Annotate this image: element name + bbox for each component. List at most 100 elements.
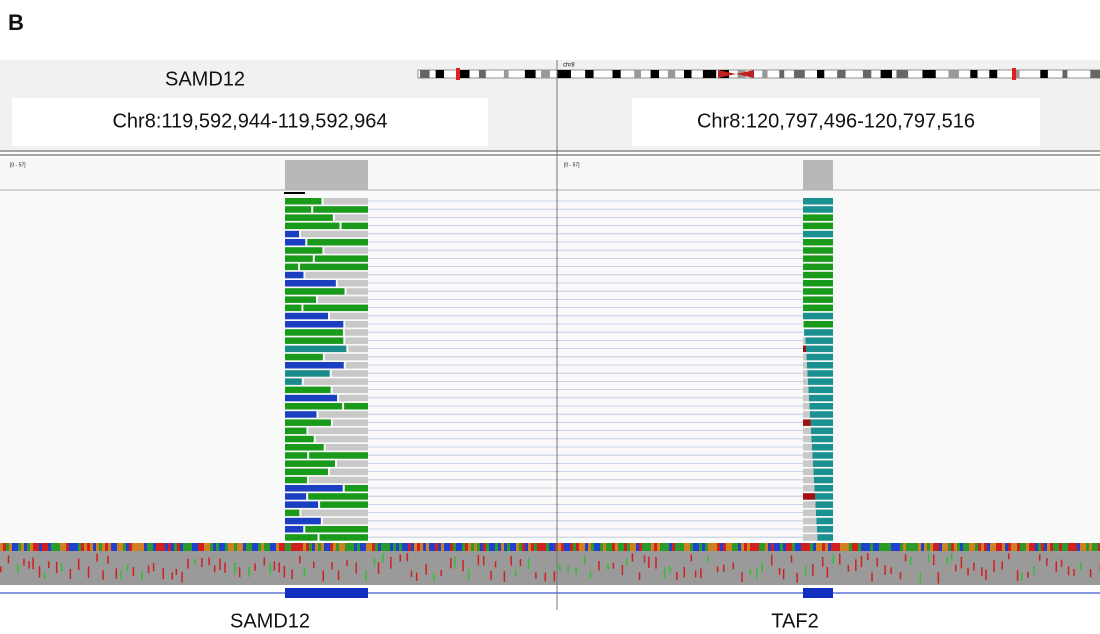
base <box>510 543 513 551</box>
base <box>1029 543 1032 551</box>
base <box>744 543 747 551</box>
base <box>1038 543 1041 551</box>
read <box>803 485 815 492</box>
base <box>303 543 306 551</box>
base <box>486 543 489 551</box>
base <box>216 543 219 551</box>
coverage-block <box>803 160 833 190</box>
variant <box>920 573 922 583</box>
variant <box>17 564 19 573</box>
variant <box>299 556 301 564</box>
read <box>285 395 337 402</box>
variant <box>88 567 90 579</box>
base <box>336 543 339 551</box>
base <box>207 543 210 551</box>
variant <box>639 572 641 580</box>
base <box>798 543 801 551</box>
base <box>138 543 141 551</box>
read <box>315 255 368 262</box>
read <box>285 296 316 303</box>
read <box>345 485 368 492</box>
base <box>192 543 195 551</box>
variant <box>648 557 650 568</box>
base <box>33 543 36 551</box>
base <box>273 543 276 551</box>
base <box>483 543 486 551</box>
read <box>803 280 833 287</box>
base <box>201 543 204 551</box>
base <box>384 543 387 551</box>
base <box>570 543 573 551</box>
base <box>963 543 966 551</box>
base <box>678 543 681 551</box>
base <box>912 543 915 551</box>
variant <box>454 556 456 567</box>
base <box>921 543 924 551</box>
variant <box>96 553 98 561</box>
sequence-track <box>0 543 1100 585</box>
read <box>285 526 303 533</box>
base <box>855 543 858 551</box>
base <box>600 543 603 551</box>
read <box>806 354 834 361</box>
base <box>297 543 300 551</box>
base <box>399 543 402 551</box>
base <box>987 543 990 551</box>
base <box>705 543 708 551</box>
base <box>105 543 108 551</box>
read <box>300 264 368 271</box>
read <box>803 428 811 435</box>
base <box>243 543 246 551</box>
read <box>808 395 833 402</box>
read <box>803 501 816 508</box>
variant <box>390 557 392 569</box>
base <box>258 543 261 551</box>
base <box>693 543 696 551</box>
base <box>756 543 759 551</box>
base <box>801 543 804 551</box>
base <box>315 543 318 551</box>
base <box>279 543 282 551</box>
base <box>318 543 321 551</box>
read <box>803 493 815 500</box>
read <box>337 460 368 467</box>
base <box>609 543 612 551</box>
variant <box>973 563 975 571</box>
base <box>699 543 702 551</box>
base <box>348 543 351 551</box>
read <box>803 378 808 385</box>
band <box>881 70 892 78</box>
variant <box>955 565 957 572</box>
read <box>803 362 807 369</box>
base <box>372 543 375 551</box>
band <box>651 70 659 78</box>
band <box>541 70 550 78</box>
base <box>810 543 813 551</box>
base <box>996 543 999 551</box>
base <box>639 543 642 551</box>
base <box>402 543 405 551</box>
base <box>621 543 624 551</box>
band <box>1090 70 1100 78</box>
variant <box>1073 569 1075 576</box>
base <box>813 543 816 551</box>
base <box>255 543 258 551</box>
variant <box>938 572 940 583</box>
read <box>817 534 834 541</box>
variant <box>717 566 719 572</box>
variant <box>39 566 41 577</box>
base <box>117 543 120 551</box>
base <box>357 543 360 551</box>
read <box>803 452 813 459</box>
variant <box>1080 562 1082 570</box>
variant <box>584 556 586 564</box>
read <box>345 321 368 328</box>
base <box>360 543 363 551</box>
base <box>519 543 522 551</box>
variant <box>148 565 150 573</box>
base <box>66 543 69 551</box>
variant <box>0 566 2 572</box>
variant <box>291 570 293 580</box>
base <box>999 543 1002 551</box>
base <box>1089 543 1092 551</box>
